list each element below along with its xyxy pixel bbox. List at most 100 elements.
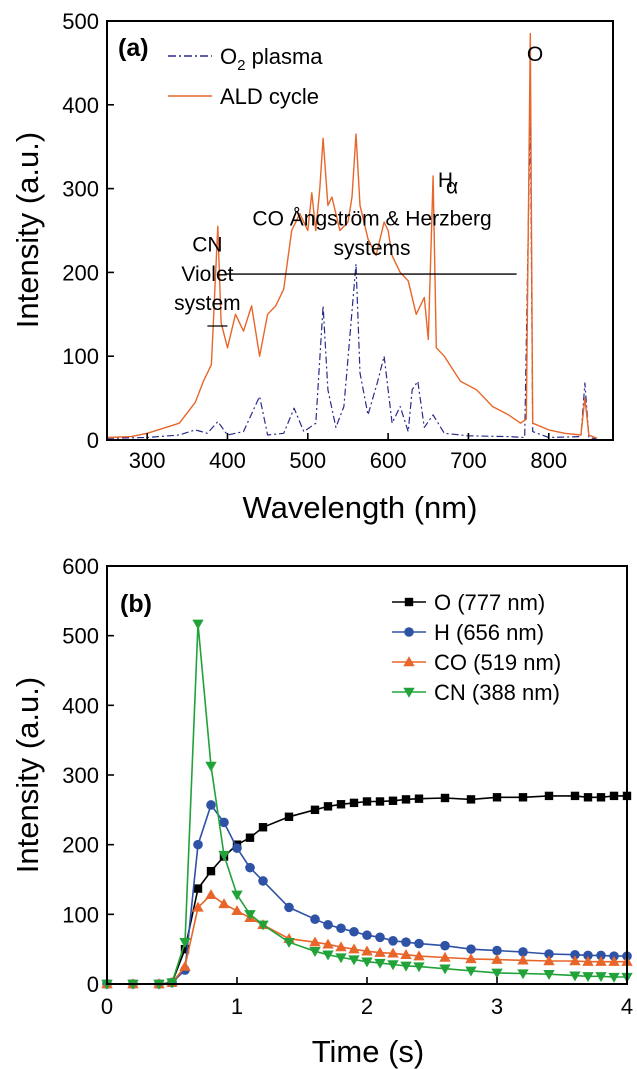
x-tick-label: 500: [289, 448, 326, 473]
panel-b-ticks: 0 1 2 3 4 0 100 200 300 400 500 600: [62, 554, 633, 1019]
data-point-cn-388-nm: [569, 971, 581, 982]
data-point-o-777-nm: [414, 794, 424, 803]
data-point-cn-388-nm: [517, 969, 529, 980]
data-point-o-777-nm: [609, 791, 619, 801]
x-tick-label: 3: [491, 994, 503, 1019]
data-point-h-656-nm: [570, 949, 580, 960]
series-line-ald-cycle: [106, 32, 598, 439]
panel-b-label: (b): [120, 590, 152, 618]
data-point-o-777-nm: [323, 802, 333, 811]
panel-a-label: (a): [118, 34, 149, 62]
data-point-h-656-nm: [193, 839, 203, 850]
data-point-o-777-nm: [596, 793, 606, 802]
data-point-h-656-nm: [440, 940, 450, 951]
data-point-cn-388-nm: [192, 619, 204, 630]
x-tick-label: 300: [129, 448, 166, 473]
data-point-cn-388-nm: [361, 957, 373, 968]
data-point-cn-388-nm: [309, 947, 321, 957]
annotation-co-ngstr-m-herzberg: CO Ångström & Herzberg: [252, 207, 491, 230]
panel-b-plot-area: [101, 619, 633, 990]
data-point-h-656-nm: [219, 817, 229, 828]
data-point-h-656-nm: [323, 919, 333, 930]
panel-a-annotations: CN Violet system CO Ångström & Herzberg syst…: [174, 43, 543, 327]
data-point-cn-388-nm: [439, 964, 451, 975]
data-point-co-519-nm: [517, 954, 529, 965]
data-point-co-519-nm: [387, 947, 399, 958]
data-point-cn-388-nm: [179, 938, 191, 948]
annotation-o: O: [527, 43, 543, 66]
data-point-o-777-nm: [583, 793, 593, 802]
x-tick-label: 1: [231, 994, 243, 1019]
x-tick-label: 400: [209, 448, 246, 473]
data-point-h-656-nm: [336, 923, 346, 934]
y-tick-label: 500: [62, 9, 99, 34]
panel-b-time-trace: 0 1 2 3 4 0 100 200 300 400 500 600 (b) Time (s) In…: [10, 554, 633, 1069]
data-point-co-519-nm: [595, 956, 607, 966]
panel-a-ticks: 300 400 500 600 700 800 0 100 200 300 400 500: [62, 9, 567, 473]
y-tick-label: 500: [62, 624, 99, 649]
data-point-cn-388-nm: [322, 950, 334, 961]
data-point-o-777-nm: [245, 833, 255, 842]
panel-a-xlabel: Wavelength (nm): [243, 490, 478, 525]
data-point-co-519-nm: [309, 936, 321, 947]
data-point-h-656-nm: [375, 932, 385, 943]
data-point-h-656-nm: [232, 843, 242, 853]
data-point-h-656-nm: [362, 930, 372, 941]
y-tick-label: 100: [62, 902, 99, 927]
data-point-cn-388-nm: [244, 910, 256, 921]
y-tick-label: 0: [87, 428, 99, 453]
data-point-cn-388-nm: [205, 761, 217, 772]
data-point-cn-388-nm: [335, 953, 347, 964]
x-tick-label: 800: [530, 448, 567, 473]
data-point-cn-388-nm: [257, 920, 269, 931]
series-line-o-plasma: [106, 108, 598, 440]
data-point-co-519-nm: [608, 956, 620, 966]
legend-label-co-519-nm: CO (519 nm): [434, 650, 561, 675]
data-point-o-777-nm: [284, 812, 294, 821]
data-point-h-656-nm: [518, 947, 528, 957]
data-point-h-656-nm: [349, 926, 359, 937]
data-point-cn-388-nm: [595, 972, 607, 983]
annotation-cn: CN: [192, 233, 222, 256]
legend-label-cn-388-nm: CN (388 nm): [434, 680, 560, 705]
data-point-o-777-nm: [362, 797, 372, 806]
data-point-o-777-nm: [440, 793, 450, 803]
data-point-co-519-nm: [413, 950, 425, 961]
y-tick-label: 600: [62, 554, 99, 579]
data-point-cn-388-nm: [400, 961, 412, 972]
data-point-o-777-nm: [518, 793, 528, 802]
legend-label-o2-plasma: O2 plasma: [220, 44, 323, 74]
panel-b-frame: [106, 565, 628, 985]
data-point-cn-388-nm: [387, 960, 399, 971]
data-point-co-519-nm: [374, 946, 386, 957]
panel-a-legend: O2 plasma ALD cycle: [168, 44, 323, 109]
panel-a-spectrum: 300 400 500 600 700 800 0 100 200 300 400 500 (a) W…: [10, 9, 614, 525]
data-point-co-519-nm: [218, 898, 230, 909]
legend-marker-h-656-nm: [404, 627, 414, 637]
data-point-h-656-nm: [596, 950, 606, 961]
panel-a-ylabel: Intensity (a.u.): [10, 132, 45, 328]
data-point-cn-388-nm: [231, 890, 243, 901]
data-point-o-777-nm: [544, 791, 554, 801]
data-point-co-519-nm: [465, 953, 477, 964]
legend-marker-cn-388-nm: [403, 687, 415, 698]
annotation-h: H: [438, 169, 453, 192]
data-point-o-777-nm: [401, 795, 411, 804]
x-tick-label: 4: [621, 994, 633, 1019]
data-point-cn-388-nm: [582, 972, 594, 983]
panel-b-ylabel: Intensity (a.u.): [10, 677, 45, 873]
data-point-cn-388-nm: [491, 968, 503, 979]
panel-b-xlabel: Time (s): [312, 1034, 425, 1069]
data-point-h-656-nm: [401, 937, 411, 947]
data-point-h-656-nm: [388, 936, 398, 946]
y-tick-label: 300: [62, 177, 99, 202]
annotation-system: system: [174, 292, 241, 315]
x-tick-label: 0: [101, 994, 113, 1019]
data-point-o-777-nm: [388, 796, 398, 805]
data-point-co-519-nm: [361, 945, 373, 956]
data-point-co-519-nm: [179, 960, 191, 971]
data-point-o-777-nm: [570, 791, 580, 801]
y-tick-label: 0: [87, 972, 99, 997]
data-point-h-656-nm: [583, 950, 593, 961]
annotation-alpha: α: [446, 176, 458, 199]
